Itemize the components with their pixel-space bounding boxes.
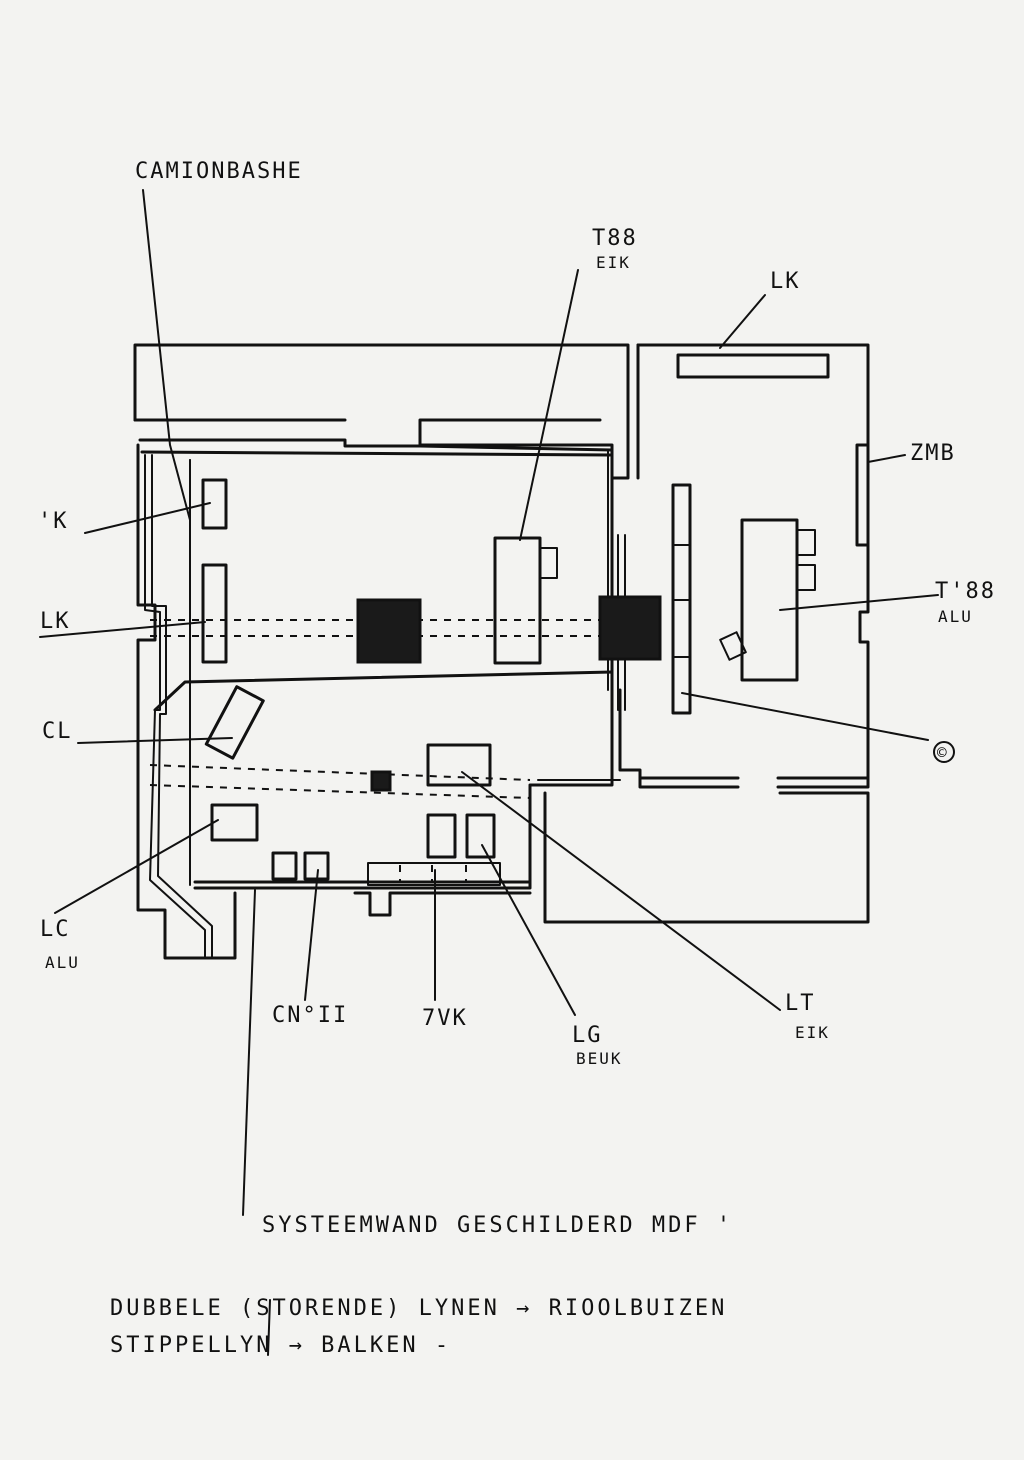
label-lk-left: LK (40, 609, 71, 634)
column-right (598, 595, 662, 661)
label-t88-eik-code: T88 (592, 226, 638, 251)
label-lg-code: LG (572, 1023, 603, 1048)
label-t88-alu-code: T'88 (935, 579, 996, 604)
note-legend-line1: DUBBELE (STORENDE) LYNEN → RIOOLBUIZEN (110, 1296, 727, 1321)
label-cno: CN°II (272, 1003, 348, 1028)
leader-lines (39, 189, 939, 1356)
label-lc-alu-code: LC (40, 917, 71, 942)
label-zmb: ZMB (910, 441, 956, 466)
label-c-circle-ring (933, 741, 955, 763)
label-camionbashe: CAMIONBASHE (135, 159, 303, 184)
label-lg-material: BEUK (576, 1049, 623, 1068)
label-t88-alu-material: ALU (938, 607, 973, 626)
label-lt-code: LT (785, 991, 816, 1016)
note-systeemwand: SYSTEEMWAND GESCHILDERD MDF ' (262, 1213, 733, 1238)
labels: CAMIONBASHE T88 EIK LK ZMB 'K LK T'88 AL… (38, 159, 996, 1068)
notes: SYSTEEMWAND GESCHILDERD MDF ' DUBBELE (S… (110, 1213, 733, 1358)
label-cl: CL (42, 719, 73, 744)
label-zvk: 7VK (422, 1006, 468, 1031)
column-left (356, 598, 422, 664)
label-lk-top: LK (770, 269, 801, 294)
furniture (201, 353, 870, 886)
label-lc-alu-material: ALU (45, 953, 80, 972)
label-t88-eik-material: EIK (596, 253, 631, 272)
label-lt-material: EIK (795, 1023, 830, 1042)
building-walls (133, 343, 870, 960)
label-lk-left-partial: 'K (38, 509, 69, 534)
label-c-circle: © (937, 743, 949, 762)
note-legend-line2: STIPPELLYN → BALKEN - (110, 1333, 451, 1358)
